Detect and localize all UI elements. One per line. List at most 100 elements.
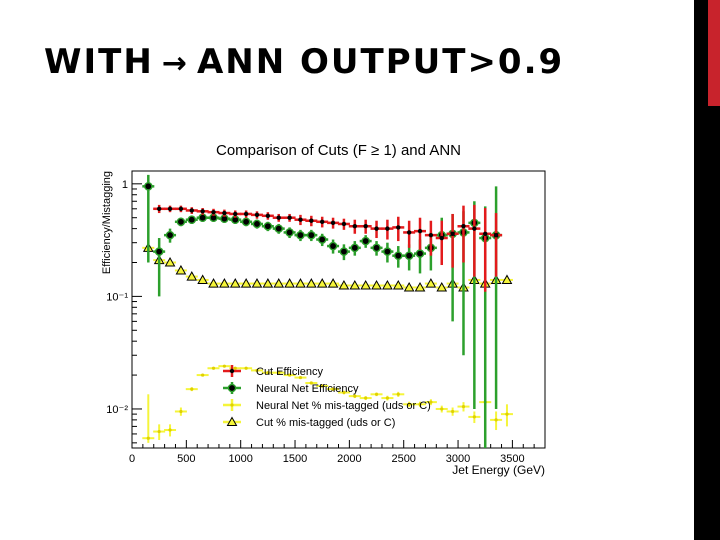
data-point	[461, 224, 466, 229]
data-point	[338, 279, 350, 290]
data-point	[274, 224, 284, 233]
data-point	[146, 436, 150, 440]
y-tick-label: 10⁻²	[106, 404, 128, 416]
data-point	[244, 366, 248, 370]
data-point	[219, 278, 230, 288]
data-point	[317, 235, 327, 244]
data-point	[403, 281, 415, 292]
data-point	[229, 278, 241, 288]
x-tick-label: 2000	[337, 453, 361, 465]
data-point	[284, 278, 295, 288]
data-point	[168, 428, 172, 432]
x-axis-label: Jet Energy (GeV)	[452, 463, 545, 477]
data-point	[222, 210, 227, 216]
data-point	[494, 418, 498, 422]
data-point	[372, 243, 381, 253]
data-point	[472, 415, 476, 419]
x-tick-label: 0	[129, 453, 135, 465]
legend-marker	[227, 383, 237, 393]
data-point	[296, 230, 305, 240]
data-point	[287, 373, 292, 377]
data-point	[187, 215, 197, 225]
legend-label: Neural Net % mis-tagged (uds or C)	[256, 400, 431, 412]
data-point	[276, 215, 281, 220]
sidebar-accent	[708, 0, 720, 106]
data-point	[393, 251, 403, 260]
data-point	[341, 221, 347, 227]
legend-label: Cut Efficiency	[256, 366, 324, 378]
data-point	[505, 412, 509, 416]
data-point	[211, 366, 216, 370]
data-point	[428, 232, 434, 238]
slide-title: WITH → ANN OUTPUT>0.9	[44, 42, 564, 82]
data-point	[305, 278, 317, 288]
data-point	[186, 271, 198, 281]
data-point	[307, 230, 316, 240]
data-point	[383, 247, 392, 256]
data-point	[364, 396, 368, 400]
legend-item: Cut Efficiency	[223, 365, 324, 378]
data-point	[396, 392, 400, 396]
legend-label: Cut % mis-tagged (uds or C)	[256, 417, 395, 429]
data-point	[255, 368, 259, 373]
data-point	[461, 404, 466, 409]
data-point	[439, 235, 444, 241]
arrow-right-icon: →	[161, 46, 189, 81]
x-tick-label: 3000	[446, 453, 470, 465]
data-point	[385, 226, 390, 231]
data-point	[179, 409, 183, 414]
data-point	[154, 247, 164, 256]
data-point	[429, 400, 433, 404]
data-point	[263, 221, 273, 231]
data-point	[277, 371, 281, 375]
data-point	[197, 274, 208, 284]
data-point	[295, 278, 306, 288]
x-tick-label: 2500	[391, 453, 415, 465]
data-point	[316, 278, 328, 288]
data-point	[320, 384, 324, 388]
data-point	[396, 225, 401, 230]
y-tick-label: 1	[122, 179, 128, 191]
legend-marker	[229, 368, 235, 374]
data-point	[349, 279, 361, 290]
x-tick-label: 3500	[500, 453, 524, 465]
data-point	[374, 392, 379, 396]
data-point	[273, 278, 285, 288]
data-point	[156, 206, 162, 211]
data-point	[222, 364, 226, 368]
data-point	[339, 247, 349, 256]
series-cut_efficiency	[153, 204, 503, 292]
data-point	[201, 373, 205, 377]
data-point	[298, 217, 303, 222]
data-point	[266, 371, 270, 375]
data-point	[363, 224, 368, 229]
data-point	[418, 402, 422, 406]
data-point	[472, 226, 477, 231]
data-point	[298, 375, 303, 380]
legend-label: Neural Net Efficiency	[256, 383, 359, 395]
data-point	[309, 381, 313, 385]
data-point	[176, 217, 186, 227]
data-point	[189, 208, 194, 213]
data-point	[407, 402, 411, 406]
data-point	[265, 213, 271, 218]
data-point	[319, 219, 325, 224]
y-tick-label: 10⁻¹	[106, 291, 128, 303]
data-point	[483, 231, 488, 236]
data-point	[361, 236, 370, 246]
data-point	[287, 215, 292, 220]
legend-item: Cut % mis-tagged (uds or C)	[223, 416, 395, 429]
x-tick-label: 1000	[228, 453, 252, 465]
data-point	[328, 241, 338, 251]
data-point	[164, 256, 176, 267]
data-point	[331, 387, 335, 391]
data-point	[251, 278, 263, 288]
legend-marker	[230, 403, 234, 407]
data-point	[157, 429, 161, 434]
legend-marker	[226, 416, 238, 426]
data-point	[208, 278, 219, 288]
data-point	[243, 211, 249, 217]
data-point	[254, 212, 260, 218]
data-point	[392, 279, 404, 290]
